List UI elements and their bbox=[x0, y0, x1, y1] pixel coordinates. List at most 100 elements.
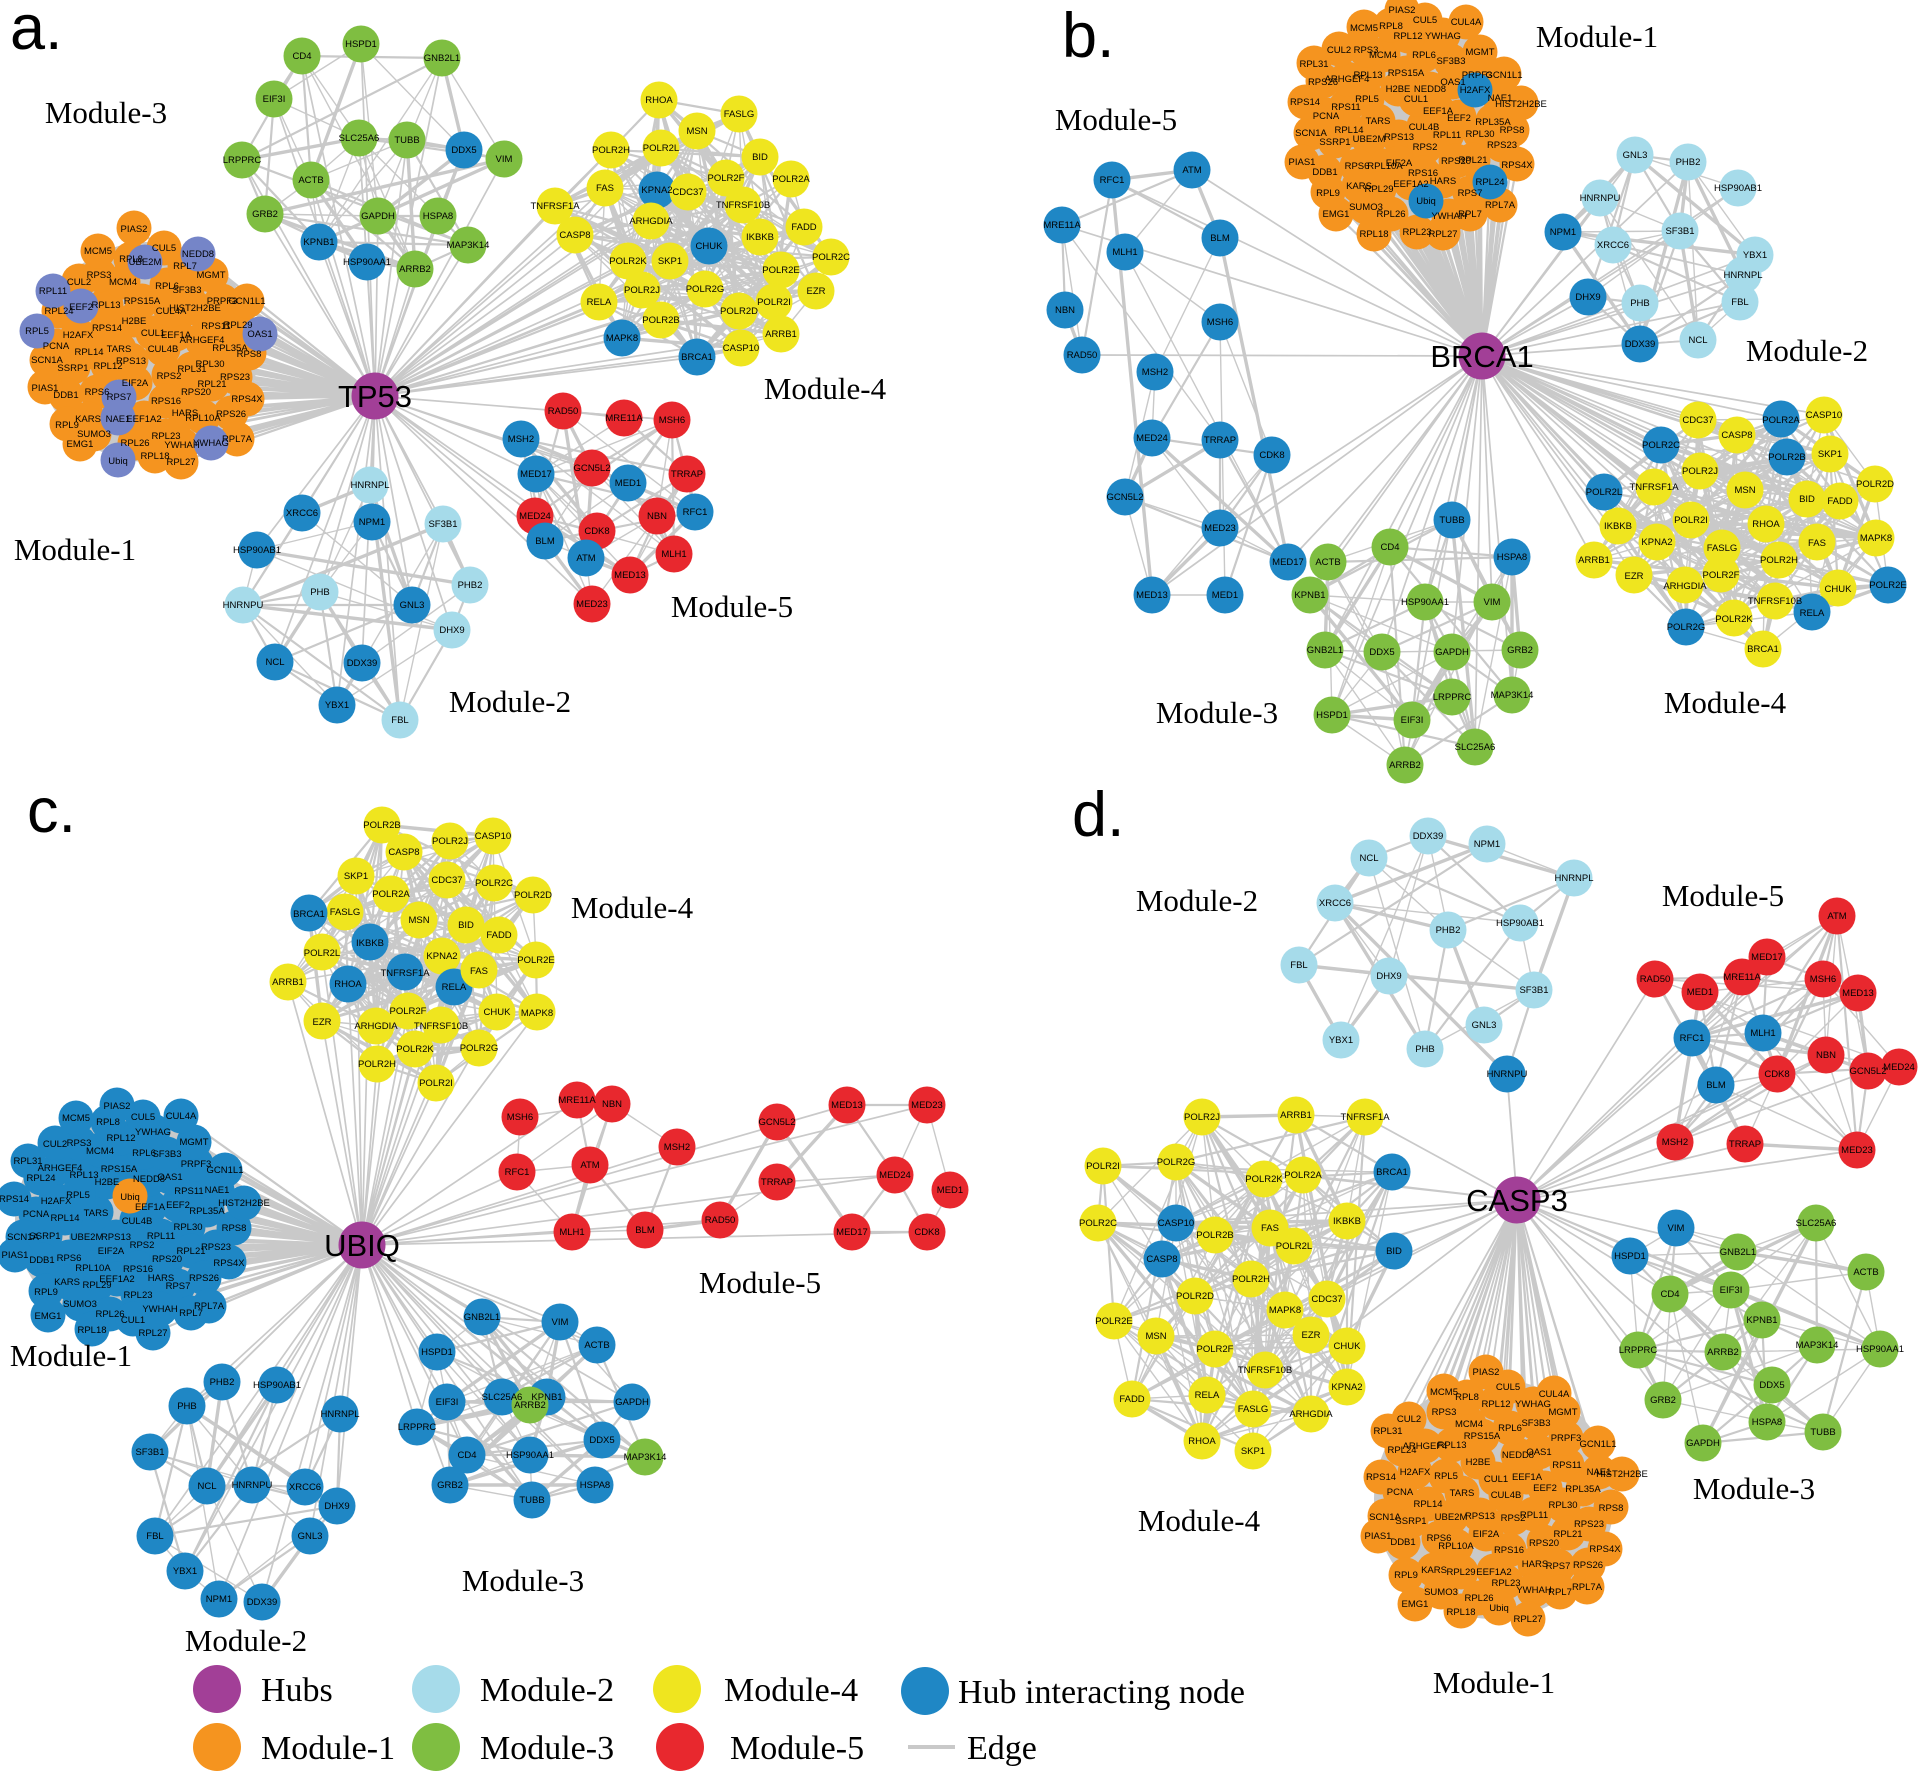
svg-text:NPM1: NPM1 bbox=[1474, 839, 1500, 850]
svg-text:ARHGEF4: ARHGEF4 bbox=[1403, 1441, 1448, 1452]
svg-text:POLR2H: POLR2H bbox=[1760, 555, 1798, 566]
svg-text:PHB: PHB bbox=[177, 1401, 197, 1412]
svg-text:GNL3: GNL3 bbox=[400, 600, 425, 611]
svg-text:EEF2: EEF2 bbox=[1447, 113, 1471, 124]
svg-text:EMG1: EMG1 bbox=[1402, 1599, 1429, 1610]
svg-text:POLR2F: POLR2F bbox=[390, 1006, 427, 1017]
svg-text:YWHAH: YWHAH bbox=[1431, 211, 1467, 222]
svg-text:EIF2A: EIF2A bbox=[1386, 158, 1413, 169]
svg-text:POLR2F: POLR2F bbox=[708, 173, 745, 184]
svg-text:BID: BID bbox=[752, 152, 768, 163]
svg-text:FADD: FADD bbox=[1827, 496, 1852, 507]
svg-text:RPL12: RPL12 bbox=[93, 361, 122, 372]
svg-text:MED13: MED13 bbox=[831, 1100, 863, 1111]
svg-text:CUL5: CUL5 bbox=[1413, 15, 1437, 26]
svg-text:PHB2: PHB2 bbox=[458, 580, 483, 591]
svg-text:BRCA1: BRCA1 bbox=[1376, 1167, 1408, 1178]
svg-text:RPS26: RPS26 bbox=[189, 1273, 219, 1284]
svg-text:HSPA8: HSPA8 bbox=[423, 211, 453, 222]
svg-text:GRB2: GRB2 bbox=[252, 209, 278, 220]
svg-text:RPL7A: RPL7A bbox=[1485, 200, 1516, 211]
svg-text:RPL11: RPL11 bbox=[147, 1231, 175, 1242]
svg-text:RPL31: RPL31 bbox=[177, 364, 206, 375]
svg-text:POLR2D: POLR2D bbox=[1856, 479, 1894, 490]
svg-text:RPS4X: RPS4X bbox=[231, 394, 263, 405]
svg-text:POLR2L: POLR2L bbox=[1586, 487, 1622, 498]
svg-text:HSPD1: HSPD1 bbox=[1614, 1251, 1646, 1262]
svg-text:BRCA1: BRCA1 bbox=[681, 352, 713, 363]
svg-text:RPS20: RPS20 bbox=[1529, 1538, 1559, 1549]
svg-text:RPL23: RPL23 bbox=[123, 1290, 152, 1301]
svg-text:SF3B1: SF3B1 bbox=[1519, 985, 1548, 996]
svg-text:MSN: MSN bbox=[686, 126, 707, 137]
svg-text:RFC1: RFC1 bbox=[683, 507, 708, 518]
svg-text:RPS26: RPS26 bbox=[1308, 77, 1338, 88]
svg-text:MLH1: MLH1 bbox=[1112, 247, 1137, 258]
svg-text:POLR2G: POLR2G bbox=[1157, 1157, 1196, 1168]
svg-text:CUL4B: CUL4B bbox=[122, 1216, 153, 1227]
svg-text:POLR2G: POLR2G bbox=[686, 284, 725, 295]
svg-text:HNRNPU: HNRNPU bbox=[1580, 193, 1621, 204]
svg-text:ACTB: ACTB bbox=[1315, 557, 1340, 568]
svg-text:FASLG: FASLG bbox=[724, 109, 755, 120]
svg-text:RPL24: RPL24 bbox=[1387, 1445, 1416, 1456]
svg-text:PCNA: PCNA bbox=[1387, 1487, 1414, 1498]
svg-text:POLR2J: POLR2J bbox=[432, 836, 468, 847]
svg-text:KPNB1: KPNB1 bbox=[303, 237, 334, 248]
svg-text:ARRB1: ARRB1 bbox=[1280, 1110, 1312, 1121]
svg-text:CDC37: CDC37 bbox=[1682, 415, 1713, 426]
svg-text:POLR2H: POLR2H bbox=[1232, 1274, 1270, 1285]
svg-text:RPL30: RPL30 bbox=[173, 1222, 202, 1233]
svg-text:DDB1: DDB1 bbox=[1312, 167, 1337, 178]
svg-text:RPS7: RPS7 bbox=[166, 1281, 191, 1292]
svg-text:MCM5: MCM5 bbox=[62, 1113, 90, 1124]
svg-text:MSN: MSN bbox=[408, 915, 429, 926]
svg-text:RPL9: RPL9 bbox=[34, 1287, 58, 1298]
svg-text:MAP3K14: MAP3K14 bbox=[1491, 690, 1534, 701]
svg-text:CHUK: CHUK bbox=[484, 1007, 512, 1018]
svg-text:RPL5: RPL5 bbox=[1355, 94, 1379, 105]
svg-text:ARHGEF4: ARHGEF4 bbox=[1325, 74, 1370, 85]
svg-text:IKBKB: IKBKB bbox=[746, 232, 774, 243]
svg-text:BRCA1: BRCA1 bbox=[293, 909, 325, 920]
svg-text:Module-2: Module-2 bbox=[449, 684, 571, 719]
svg-text:VIM: VIM bbox=[496, 154, 513, 165]
svg-text:FAS: FAS bbox=[1261, 1223, 1279, 1234]
svg-text:RPL10A: RPL10A bbox=[1438, 1541, 1474, 1552]
svg-text:RPL26: RPL26 bbox=[1376, 209, 1405, 220]
svg-text:DHX9: DHX9 bbox=[324, 1501, 349, 1512]
svg-text:Module-3: Module-3 bbox=[45, 95, 167, 130]
svg-text:CUL4A: CUL4A bbox=[1451, 17, 1482, 28]
svg-text:TNFRSF1A: TNFRSF1A bbox=[380, 968, 430, 979]
svg-text:POLR2K: POLR2K bbox=[609, 256, 647, 267]
svg-text:EMG1: EMG1 bbox=[67, 439, 94, 450]
svg-text:RPL14: RPL14 bbox=[50, 1213, 79, 1224]
svg-text:NEDD8: NEDD8 bbox=[1414, 84, 1446, 95]
svg-text:RPS11: RPS11 bbox=[1331, 102, 1360, 113]
svg-text:RPS6: RPS6 bbox=[1345, 161, 1370, 172]
svg-text:ARRB2: ARRB2 bbox=[1389, 760, 1421, 771]
svg-text:NPM1: NPM1 bbox=[359, 517, 385, 528]
svg-text:HSPA8: HSPA8 bbox=[1752, 1417, 1782, 1428]
svg-text:SSRP1: SSRP1 bbox=[57, 363, 88, 374]
svg-text:KPNA2: KPNA2 bbox=[426, 951, 457, 962]
svg-text:CASP8: CASP8 bbox=[1721, 430, 1752, 441]
svg-text:H2AFX: H2AFX bbox=[1460, 85, 1491, 96]
svg-text:RPL30: RPL30 bbox=[1548, 1500, 1577, 1511]
svg-text:RPS7: RPS7 bbox=[107, 392, 132, 403]
svg-text:TUBB: TUBB bbox=[1439, 515, 1464, 526]
svg-text:MED13: MED13 bbox=[614, 570, 646, 581]
svg-text:RPL8: RPL8 bbox=[96, 1117, 120, 1128]
svg-text:CUL2: CUL2 bbox=[1327, 45, 1351, 56]
svg-text:RELA: RELA bbox=[587, 297, 612, 308]
svg-text:Module-4: Module-4 bbox=[764, 371, 887, 406]
svg-text:MED17: MED17 bbox=[1751, 952, 1783, 963]
svg-text:BLM: BLM bbox=[535, 536, 555, 547]
svg-text:RPS14: RPS14 bbox=[92, 323, 122, 334]
svg-text:GNL3: GNL3 bbox=[1623, 150, 1648, 161]
svg-text:PCNA: PCNA bbox=[43, 341, 70, 352]
svg-text:PIAS1: PIAS1 bbox=[32, 383, 59, 394]
svg-text:MRE11A: MRE11A bbox=[605, 413, 643, 424]
svg-text:YBX1: YBX1 bbox=[1743, 250, 1767, 261]
svg-text:PRPF3: PRPF3 bbox=[181, 1159, 212, 1170]
